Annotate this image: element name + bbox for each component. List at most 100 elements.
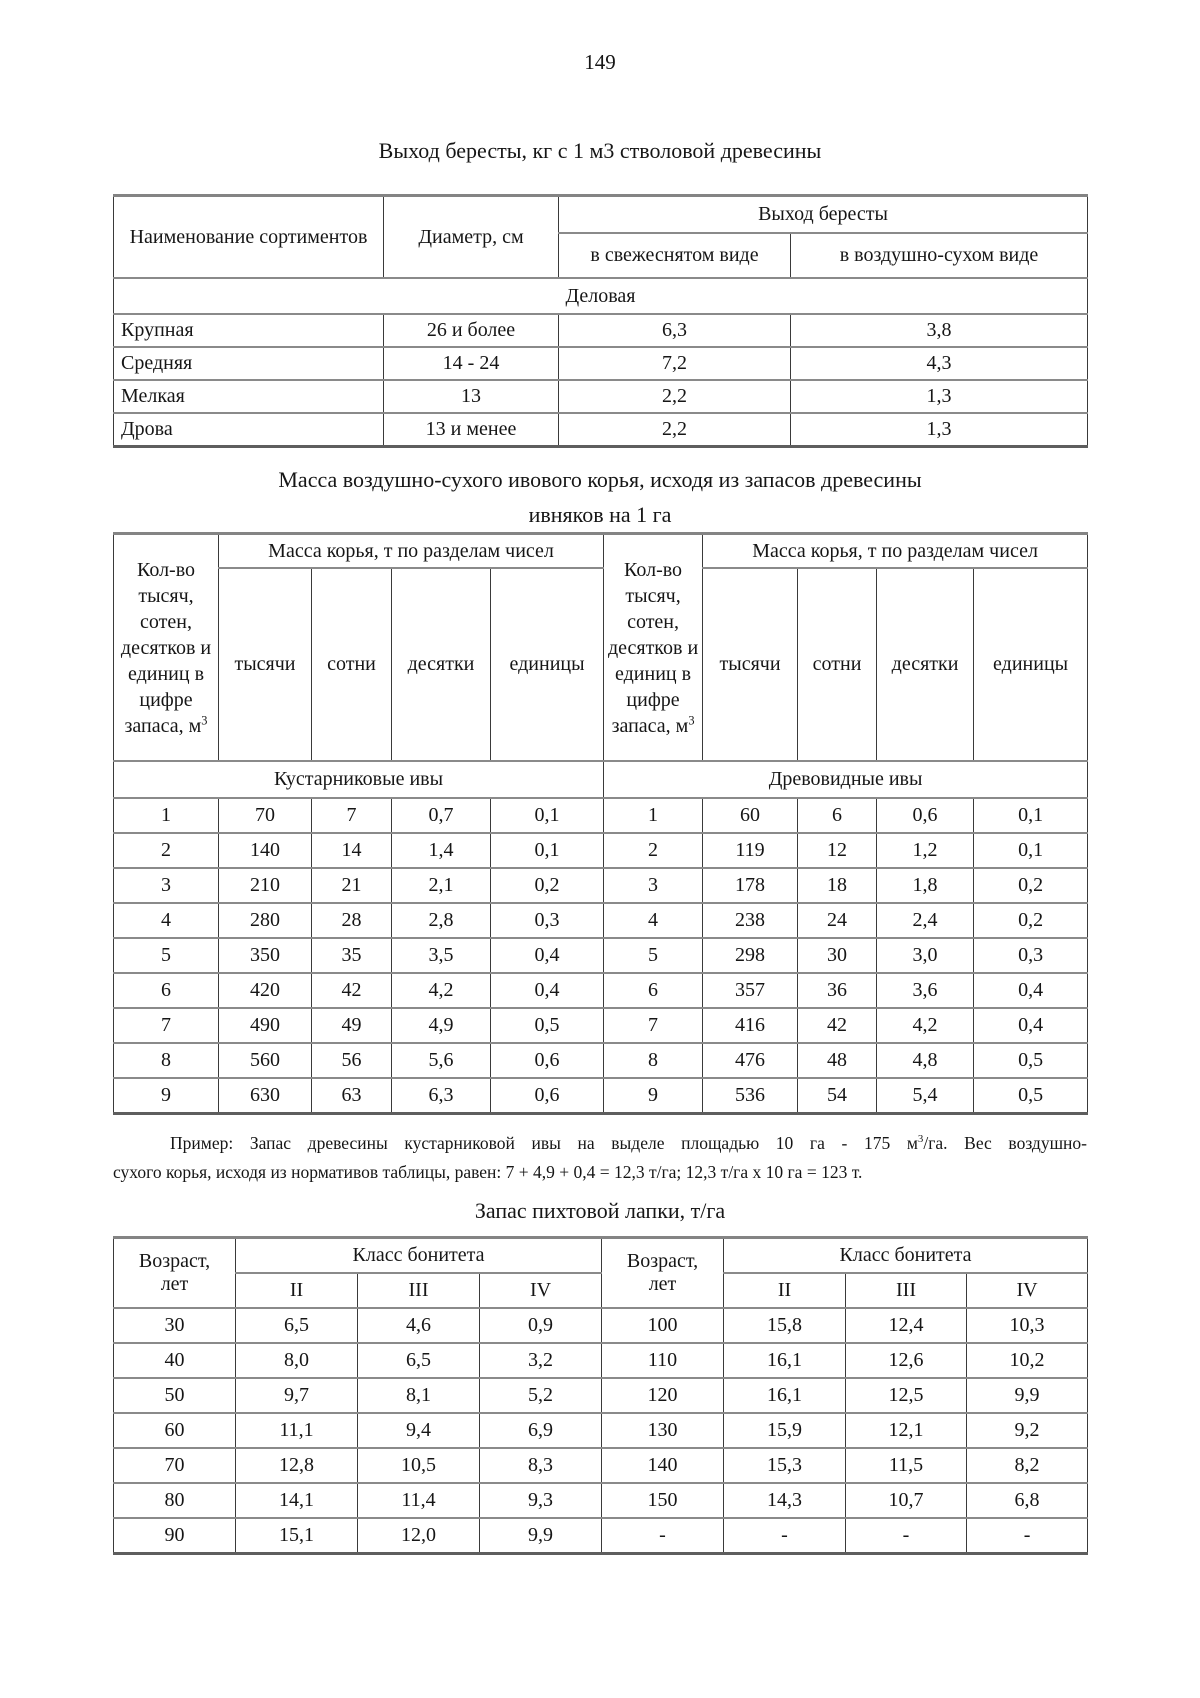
column-header-class-ii: II (235, 1272, 358, 1309)
table-cell: 0,2 (973, 867, 1089, 904)
table-row: 5 350 35 3,5 0,4 5 298 30 3,0 0,3 (113, 937, 1089, 974)
table-cell: 0,1 (489, 797, 605, 834)
table-cell: 0,3 (489, 902, 605, 939)
table-cell: 30 (113, 1307, 236, 1344)
birch-bark-table: Наименование сортиментов Диаметр, см Вых… (113, 194, 1088, 448)
table-cell: 3 (113, 867, 219, 904)
table-cell: 50 (113, 1377, 236, 1414)
table-cell: - (723, 1517, 847, 1555)
column-header-stock-left: Кол-во тысяч, сотен, десятков и единиц в… (113, 532, 219, 762)
table-cell: 3,2 (478, 1342, 603, 1379)
table-header-row: Наименование сортиментов Диаметр, см Вых… (113, 194, 1088, 279)
table-row: 2 140 14 1,4 0,1 2 119 12 1,2 0,1 (113, 832, 1089, 869)
table-cell: 8,3 (478, 1447, 603, 1484)
table-cell: 10,3 (966, 1307, 1089, 1344)
table-row: 7 490 49 4,9 0,5 7 416 42 4,2 0,4 (113, 1007, 1089, 1044)
example-text: /га. Вес воздушно- (923, 1133, 1087, 1153)
table-cell: 36 (797, 972, 878, 1009)
table-cell: 150 (601, 1482, 725, 1519)
table-header-row: II III IV II III IV (114, 1272, 1089, 1309)
table-cell: 4,8 (876, 1042, 975, 1079)
table-cell: 7,2 (558, 346, 791, 381)
age-header-line2: лет (648, 1273, 677, 1295)
table-cell: 15,8 (723, 1307, 847, 1344)
table-cell: 2 (113, 832, 219, 869)
table-row: Дрова 13 и менее 2,2 1,3 (113, 412, 1088, 448)
table-cell: 24 (797, 902, 878, 939)
table-cell: 12,0 (357, 1517, 480, 1555)
table-row: 1 70 7 0,7 0,1 1 60 6 0,6 0,1 (113, 797, 1089, 834)
age-header-line2: лет (160, 1273, 189, 1295)
superscript: 3 (688, 712, 695, 727)
table-cell: 4,9 (391, 1007, 491, 1044)
column-header-hundreds: сотни (797, 567, 878, 762)
table-cell: 9,3 (478, 1482, 603, 1519)
table-cell: 350 (218, 937, 312, 974)
table-cell: 2,4 (876, 902, 975, 939)
table-cell: 280 (218, 902, 312, 939)
table-cell: 14,3 (723, 1482, 847, 1519)
table-cell: 42 (797, 1007, 878, 1044)
table-cell: 5,2 (478, 1377, 603, 1414)
column-header-tens: десятки (391, 567, 491, 762)
table-cell: 0,6 (876, 797, 975, 834)
table-cell: 9,2 (966, 1412, 1089, 1449)
table-cell: 11,4 (357, 1482, 480, 1519)
table-row: 4 280 28 2,8 0,3 4 238 24 2,4 0,2 (113, 902, 1089, 939)
table-cell: 12,8 (235, 1447, 358, 1484)
section-label-shrub-willows: Кустарниковые ивы (112, 760, 605, 799)
table-cell: 15,1 (235, 1517, 358, 1555)
column-header-tens: десятки (876, 567, 975, 762)
column-group-yield: Выход бересты (558, 194, 1088, 234)
table-cell: 0,5 (973, 1077, 1089, 1115)
table-cell: 1,3 (790, 412, 1088, 448)
willow-title-line1: Масса воздушно-сухого ивового корья, исх… (278, 467, 922, 492)
table-cell: 56 (311, 1042, 392, 1079)
table-cell: 9 (603, 1077, 704, 1115)
column-header-thousands: тысячи (218, 567, 312, 762)
column-header-sortiment: Наименование сортиментов (113, 194, 384, 279)
table-cell: 630 (218, 1077, 312, 1115)
table-cell: 4,6 (357, 1307, 480, 1344)
table-cell: 5 (603, 937, 704, 974)
table-cell: 10,2 (966, 1342, 1089, 1379)
column-header-class-iii: III (845, 1272, 968, 1309)
table-cell: 8,0 (235, 1342, 358, 1379)
table-cell: 3,0 (876, 937, 975, 974)
table-row: 60 11,1 9,4 6,9 130 15,9 12,1 9,2 (113, 1412, 1089, 1449)
table-cell: 6,5 (357, 1342, 480, 1379)
table-cell: 0,4 (489, 972, 605, 1009)
table-cell: 6,8 (966, 1482, 1089, 1519)
table-cell: 4,3 (790, 346, 1088, 381)
table-row: 30 6,5 4,6 0,9 100 15,8 12,4 10,3 (113, 1307, 1089, 1344)
table-cell: 9,4 (357, 1412, 480, 1449)
birch-bark-table-title: Выход бересты, кг с 1 м3 стволовой древе… (378, 138, 822, 163)
column-header-fresh: в свежеснятом виде (558, 232, 791, 279)
table-row: Средняя 14 - 24 7,2 4,3 (113, 346, 1088, 381)
column-header-thousands: тысячи (702, 567, 799, 762)
table-cell: 5,4 (876, 1077, 975, 1115)
table-cell: 130 (601, 1412, 725, 1449)
column-header-age-left: Возраст, лет (113, 1236, 236, 1309)
table-cell: Дрова (113, 412, 384, 448)
table-cell: 140 (218, 832, 312, 869)
table-cell: 3,5 (391, 937, 491, 974)
table-cell: 9,9 (966, 1377, 1089, 1414)
column-header-hundreds: сотни (311, 567, 392, 762)
age-header-line1: Возраст, (138, 1250, 211, 1272)
table-cell: 90 (113, 1517, 236, 1555)
table-row: 70 12,8 10,5 8,3 140 15,3 11,5 8,2 (113, 1447, 1089, 1484)
table-cell: 210 (218, 867, 312, 904)
table-cell: - (845, 1517, 968, 1555)
table-cell: 5 (113, 937, 219, 974)
table-cell: Мелкая (113, 379, 384, 414)
table-cell: 9,9 (478, 1517, 603, 1555)
table-cell: 7 (113, 1007, 219, 1044)
table-cell: 2,8 (391, 902, 491, 939)
willow-bark-table-title: Масса воздушно-сухого ивового корья, исх… (113, 462, 1087, 532)
table-cell: 7 (311, 797, 392, 834)
table-cell: 4 (603, 902, 704, 939)
table-row: Мелкая 13 2,2 1,3 (113, 379, 1088, 414)
table-cell: - (601, 1517, 725, 1555)
table-cell: 119 (702, 832, 799, 869)
